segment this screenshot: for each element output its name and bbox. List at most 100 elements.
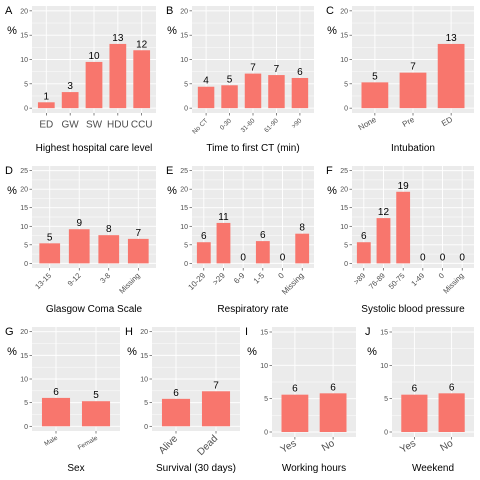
x-axis-label: Time to first CT (min): [206, 143, 299, 154]
bar-value-label: 0: [420, 252, 426, 263]
y-tick-label: 25: [180, 168, 188, 175]
x-tick-label: 6-9: [232, 271, 247, 286]
bar-value-label: 0: [440, 252, 446, 263]
y-axis-label: %: [367, 346, 377, 358]
bar-g-0: [41, 397, 71, 427]
bar-b-3: [268, 75, 285, 109]
bar-j-0: [401, 394, 428, 432]
y-tick-label: 5: [24, 81, 28, 88]
bar-e-5: [295, 233, 310, 264]
bar-b-2: [244, 73, 262, 109]
panel-letter: B: [166, 5, 173, 17]
bar-value-label: 8: [299, 223, 305, 234]
bar-value-label: 6: [53, 387, 59, 398]
y-tick-label: 10: [140, 377, 148, 384]
y-tick-label: 25: [20, 168, 28, 175]
x-tick-label: Missing: [441, 271, 465, 295]
x-tick-label: 50-75: [387, 271, 407, 291]
panel-b: 0 5 10 15 20 4 No CT 5 0-30 7 31-60 7 61-90 6 >90 B% Tim…: [166, 5, 314, 154]
y-tick-label: 5: [344, 242, 348, 249]
bar-i-1: [319, 393, 347, 432]
y-tick-label: 20: [340, 187, 348, 194]
bar-value-label: 9: [76, 218, 82, 229]
panel-letter: I: [245, 326, 248, 338]
y-tick-label: 10: [20, 377, 28, 384]
x-tick-label: HDU: [107, 120, 129, 131]
panel-letter: J: [365, 326, 371, 338]
y-axis-label: %: [327, 185, 337, 197]
bar-b-1: [221, 85, 238, 109]
bar-d-0: [39, 243, 61, 264]
x-tick-label: 61-90: [263, 117, 280, 134]
x-axis-label: Working hours: [282, 463, 346, 474]
bar-value-label: 4: [203, 76, 209, 87]
x-tick-label: 9-12: [66, 271, 83, 288]
x-tick-label: ED: [39, 120, 53, 131]
bar-value-label: 6: [297, 67, 303, 78]
bar-value-label: 6: [173, 388, 179, 399]
y-tick-label: 15: [20, 353, 28, 360]
y-tick-label: 10: [20, 57, 28, 64]
x-tick-label: Dead: [195, 433, 220, 458]
bar-value-label: 6: [201, 231, 207, 242]
y-tick-label: 5: [384, 396, 388, 403]
x-tick-label: >90: [291, 117, 304, 130]
bar-value-label: 0: [459, 252, 465, 263]
y-tick-label: 15: [380, 330, 388, 337]
y-tick-label: 5: [184, 242, 188, 249]
y-tick-label: 10: [180, 57, 188, 64]
x-tick-label: 76-89: [367, 271, 387, 291]
x-axis-label: Respiratory rate: [217, 304, 289, 315]
x-axis-label: Survival (30 days): [156, 463, 236, 474]
y-tick-label: 5: [24, 242, 28, 249]
bar-f-0: [356, 242, 371, 264]
bar-a-0: [37, 102, 55, 109]
bar-value-label: 6: [412, 384, 418, 395]
bar-e-3: [255, 241, 270, 264]
bar-value-label: 6: [260, 230, 266, 241]
y-tick-label: 0: [344, 106, 348, 113]
x-tick-label: 0: [437, 271, 446, 280]
y-tick-label: 5: [344, 81, 348, 88]
bar-value-label: 7: [250, 63, 256, 74]
x-tick-label: 0-30: [219, 117, 233, 131]
bar-value-label: 7: [136, 228, 142, 239]
panel-g: 0 5 10 15 20 6 Male 5 Female G% Sex: [5, 326, 120, 474]
panel-letter: E: [166, 165, 173, 177]
y-axis-label: %: [7, 185, 17, 197]
bar-value-label: 1: [44, 91, 50, 102]
x-axis-label: Intubation: [391, 143, 435, 154]
bar-g-1: [81, 401, 111, 427]
bar-a-4: [133, 50, 151, 109]
y-tick-label: 5: [24, 400, 28, 407]
y-tick-label: 10: [180, 224, 188, 231]
panel-e: 0 5 10 15 20 25 6 10-29 11 >29 0 6-9 6 1-5 0 0 8 Missing E…: [166, 165, 314, 315]
y-tick-label: 0: [24, 424, 28, 431]
bar-value-label: 8: [106, 224, 112, 235]
x-tick-label: 1-49: [409, 271, 426, 288]
x-tick-label: Missing: [117, 271, 141, 295]
x-tick-label: Female: [77, 434, 100, 451]
y-axis-label: %: [7, 346, 17, 358]
y-tick-label: 0: [144, 424, 148, 431]
y-tick-label: 20: [340, 8, 348, 15]
y-axis-label: %: [167, 185, 177, 197]
x-axis-label: Weekend: [412, 463, 454, 474]
panel-letter: C: [326, 5, 334, 17]
x-tick-label: SW: [86, 120, 103, 131]
y-tick-label: 15: [180, 205, 188, 212]
bar-d-2: [98, 235, 120, 264]
bar-value-label: 5: [47, 232, 53, 243]
x-tick-label: 3-8: [98, 271, 112, 285]
bar-f-2: [396, 191, 411, 264]
bar-value-label: 3: [67, 81, 73, 92]
x-tick-label: Yes: [398, 438, 418, 456]
panel-letter: F: [326, 165, 333, 177]
bar-h-1: [201, 391, 231, 427]
y-tick-label: 0: [264, 430, 268, 437]
x-tick-label: None: [357, 115, 379, 133]
bar-value-label: 5: [93, 390, 99, 401]
x-tick-label: 10-29: [186, 271, 207, 292]
x-tick-label: GW: [62, 120, 80, 131]
